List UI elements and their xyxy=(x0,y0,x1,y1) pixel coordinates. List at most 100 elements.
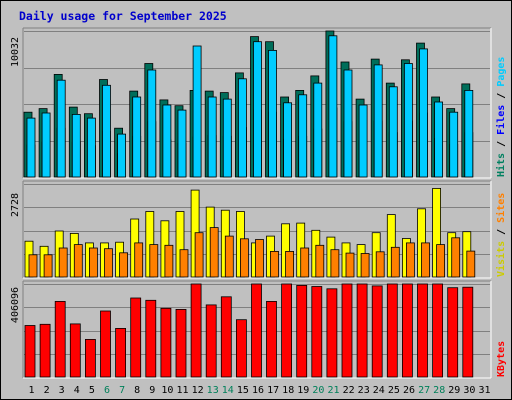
hits_files_pages-pages-bar-7 xyxy=(117,133,126,178)
hits_files_pages-pages-bar-19 xyxy=(298,94,308,178)
kbytes-kbytes-bar-16 xyxy=(251,283,262,378)
visits_sites-sites-bar-15 xyxy=(239,238,249,278)
kbytes-kbytes-bar-8 xyxy=(130,297,142,378)
hits_files_pages-pages-bar-6 xyxy=(102,84,111,178)
hits_files_pages-pages-bar-8 xyxy=(132,96,142,178)
hits_files_pages-legend-separator-1: / xyxy=(496,135,507,153)
kbytes-kbytes-bar-13 xyxy=(205,304,217,378)
kbytes-kbytes-bar-30 xyxy=(462,286,474,378)
visits_sites-sites-bar-9 xyxy=(149,244,159,278)
visits_sites-sites-bar-12 xyxy=(194,232,204,278)
x-tick-label-2: 2 xyxy=(44,385,50,396)
kbytes-kbytes-bar-23 xyxy=(356,283,368,378)
hits_files_pages-pages-bar-13 xyxy=(207,96,217,178)
visits_sites-sites-bar-19 xyxy=(300,247,310,278)
kbytes-kbytes-bar-4 xyxy=(69,323,81,378)
x-tick-label-13: 13 xyxy=(207,385,219,396)
hits_files_pages-pages-bar-24 xyxy=(373,64,383,178)
x-tick-label-14: 14 xyxy=(222,385,234,396)
x-tick-label-1: 1 xyxy=(28,385,34,396)
x-tick-label-8: 8 xyxy=(134,385,140,396)
kbytes-kbytes-bar-12 xyxy=(190,283,202,378)
kbytes-ymax-label: 406096 xyxy=(10,287,21,323)
x-tick-label-9: 9 xyxy=(149,385,155,396)
hits_files_pages-pages-bar-20 xyxy=(313,82,323,178)
hits_files_pages-pages-bar-21 xyxy=(328,35,338,178)
x-tick-label-23: 23 xyxy=(358,385,370,396)
kbytes-kbytes-bar-25 xyxy=(386,283,398,378)
hits_files_pages-pages-bar-9 xyxy=(147,69,157,178)
kbytes-kbytes-bar-5 xyxy=(85,338,96,378)
x-tick-label-31: 31 xyxy=(478,385,490,396)
kbytes-kbytes-bar-17 xyxy=(266,300,277,378)
visits_sites-sites-bar-24 xyxy=(375,251,385,278)
hits_files_pages-legend-hits: Hits xyxy=(495,153,507,177)
hits_files_pages-pages-bar-18 xyxy=(283,102,293,178)
hits_files_pages-pages-bar-26 xyxy=(403,63,413,178)
visits_sites-sites-bar-14 xyxy=(224,235,234,278)
kbytes-kbytes-bar-11 xyxy=(175,308,187,378)
kbytes-kbytes-bar-10 xyxy=(160,307,172,378)
hits_files_pages-legend-files: Files xyxy=(495,105,507,135)
hits_files_pages-pages-bar-27 xyxy=(419,48,428,178)
visits_sites-legend: Visits / Sites xyxy=(495,193,507,277)
kbytes-kbytes-bar-29 xyxy=(447,287,459,378)
x-tick-label-4: 4 xyxy=(74,385,80,396)
kbytes-kbytes-bar-9 xyxy=(145,299,157,378)
hits_files_pages-pages-bar-28 xyxy=(434,101,444,178)
x-tick-label-30: 30 xyxy=(463,385,475,396)
kbytes-kbytes-bar-18 xyxy=(281,283,293,378)
kbytes-kbytes-bar-28 xyxy=(432,283,444,378)
x-tick-label-20: 20 xyxy=(312,385,324,396)
visits_sites-legend-visits: Visits xyxy=(495,241,507,277)
visits_sites-sites-bar-22 xyxy=(345,252,355,278)
kbytes-kbytes-bar-27 xyxy=(417,283,428,378)
visits_sites-sites-bar-6 xyxy=(104,248,113,278)
visits_sites-sites-bar-25 xyxy=(390,246,400,278)
hits_files_pages-pages-bar-17 xyxy=(268,50,277,178)
hits_files_pages-pages-bar-4 xyxy=(71,114,81,178)
x-tick-label-10: 10 xyxy=(161,385,173,396)
visits_sites-legend-sites: Sites xyxy=(495,193,507,223)
hits_files_pages-pages-bar-2 xyxy=(41,112,51,178)
hits_files_pages-pages-bar-3 xyxy=(56,79,66,178)
visits_sites-sites-bar-27 xyxy=(421,242,430,278)
hits_files_pages-pages-bar-5 xyxy=(87,117,96,178)
x-tick-label-28: 28 xyxy=(433,385,445,396)
visits_sites-sites-bar-18 xyxy=(285,250,295,278)
visits_sites-ymax-label: 2728 xyxy=(10,193,21,217)
hits_files_pages-legend-pages: Pages xyxy=(496,57,507,87)
visits_sites-sites-bar-11 xyxy=(179,249,189,278)
kbytes-kbytes-bar-3 xyxy=(54,300,66,378)
visits_sites-sites-bar-3 xyxy=(58,247,68,278)
x-tick-label-11: 11 xyxy=(176,385,188,396)
x-tick-label-21: 21 xyxy=(327,385,339,396)
hits_files_pages-pages-bar-25 xyxy=(388,86,398,178)
x-tick-label-22: 22 xyxy=(343,385,355,396)
visits_sites-sites-bar-30 xyxy=(466,250,476,278)
visits_sites-sites-bar-2 xyxy=(43,254,53,278)
visits_sites-sites-bar-13 xyxy=(209,227,219,278)
x-tick-label-16: 16 xyxy=(252,385,264,396)
visits_sites-sites-bar-29 xyxy=(451,237,461,278)
visits_sites-sites-bar-4 xyxy=(73,244,83,278)
hits_files_pages-pages-bar-11 xyxy=(177,109,187,178)
kbytes-kbytes-bar-24 xyxy=(371,285,383,378)
kbytes-kbytes-bar-7 xyxy=(115,327,126,378)
visits_sites-sites-bar-7 xyxy=(119,252,128,278)
hits_files_pages-legend-separator-2: / xyxy=(496,87,507,105)
kbytes-kbytes-bar-14 xyxy=(220,296,232,378)
hits_files_pages-pages-bar-22 xyxy=(343,69,353,178)
x-tick-label-7: 7 xyxy=(119,385,125,396)
kbytes-kbytes-bar-21 xyxy=(326,288,338,378)
chart-title: Daily usage for September 2025 xyxy=(19,9,227,23)
hits_files_pages-pages-bar-12 xyxy=(192,45,202,178)
x-tick-label-3: 3 xyxy=(59,385,65,396)
x-tick-label-19: 19 xyxy=(297,385,309,396)
x-tick-label-24: 24 xyxy=(373,385,385,396)
visits_sites-sites-bar-20 xyxy=(315,244,325,278)
visits_sites-sites-bar-8 xyxy=(134,242,144,278)
x-tick-label-26: 26 xyxy=(403,385,415,396)
x-tick-label-15: 15 xyxy=(237,385,249,396)
